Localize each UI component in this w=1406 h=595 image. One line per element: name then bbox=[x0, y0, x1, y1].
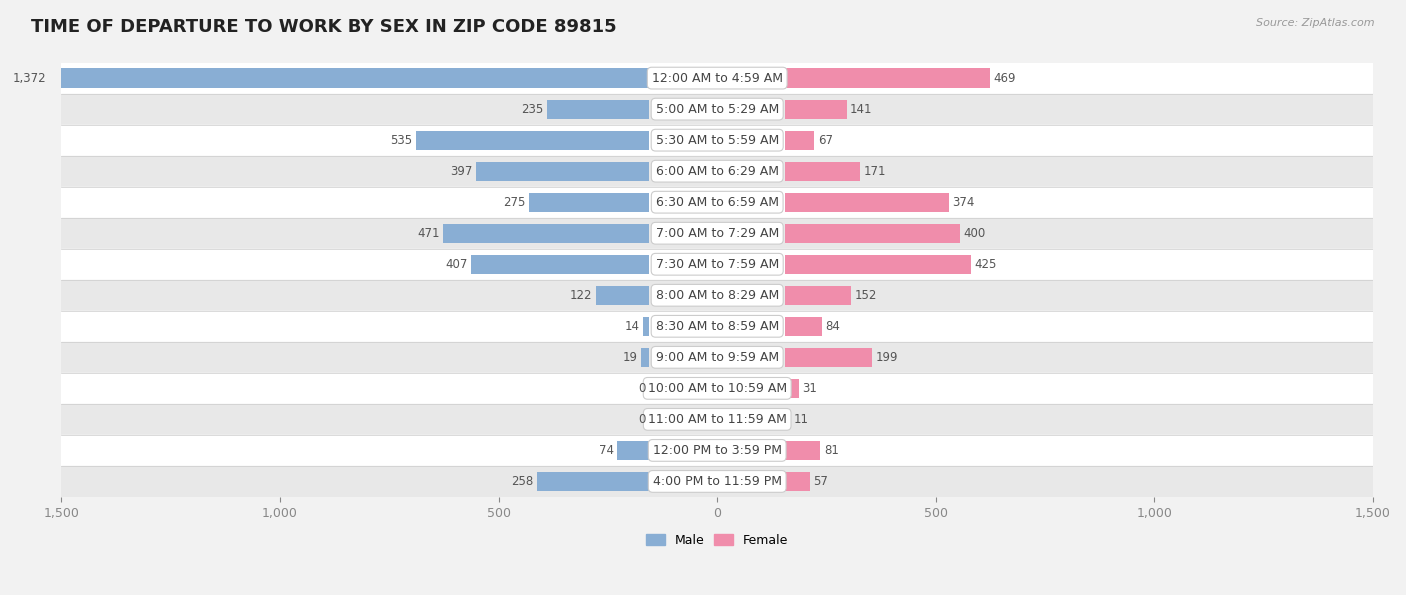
Text: 275: 275 bbox=[503, 196, 526, 209]
Text: TIME OF DEPARTURE TO WORK BY SEX IN ZIP CODE 89815: TIME OF DEPARTURE TO WORK BY SEX IN ZIP … bbox=[31, 18, 617, 36]
Text: 235: 235 bbox=[522, 102, 543, 115]
Bar bbox=[785, 317, 821, 336]
Bar bbox=[785, 193, 949, 212]
Text: 31: 31 bbox=[801, 382, 817, 395]
Bar bbox=[529, 193, 650, 212]
Bar bbox=[62, 342, 1374, 373]
Text: 374: 374 bbox=[952, 196, 974, 209]
Bar bbox=[443, 224, 650, 243]
Bar bbox=[785, 379, 799, 398]
Bar bbox=[62, 62, 1374, 93]
Legend: Male, Female: Male, Female bbox=[645, 534, 789, 547]
Text: 5:00 AM to 5:29 AM: 5:00 AM to 5:29 AM bbox=[655, 102, 779, 115]
Text: 7:30 AM to 7:59 AM: 7:30 AM to 7:59 AM bbox=[655, 258, 779, 271]
Text: 10:00 AM to 10:59 AM: 10:00 AM to 10:59 AM bbox=[648, 382, 787, 395]
Text: 74: 74 bbox=[599, 444, 613, 457]
Text: 11:00 AM to 11:59 AM: 11:00 AM to 11:59 AM bbox=[648, 413, 786, 426]
Bar bbox=[62, 311, 1374, 342]
Text: 6:00 AM to 6:29 AM: 6:00 AM to 6:29 AM bbox=[655, 165, 779, 178]
Text: 12:00 PM to 3:59 PM: 12:00 PM to 3:59 PM bbox=[652, 444, 782, 457]
Bar bbox=[785, 286, 852, 305]
Text: 81: 81 bbox=[824, 444, 839, 457]
Bar bbox=[785, 441, 820, 460]
Bar bbox=[785, 410, 790, 429]
Text: 5:30 AM to 5:59 AM: 5:30 AM to 5:59 AM bbox=[655, 134, 779, 146]
Bar bbox=[471, 255, 650, 274]
Text: 57: 57 bbox=[814, 475, 828, 488]
Bar bbox=[416, 130, 650, 150]
Text: 67: 67 bbox=[818, 134, 832, 146]
Text: 199: 199 bbox=[876, 351, 898, 364]
Text: 7:00 AM to 7:29 AM: 7:00 AM to 7:29 AM bbox=[655, 227, 779, 240]
Bar bbox=[62, 124, 1374, 156]
Bar bbox=[617, 441, 650, 460]
Bar bbox=[62, 187, 1374, 218]
Bar bbox=[62, 373, 1374, 404]
Text: 19: 19 bbox=[623, 351, 638, 364]
Bar bbox=[62, 218, 1374, 249]
Text: 11: 11 bbox=[793, 413, 808, 426]
Bar bbox=[641, 347, 650, 367]
Bar bbox=[62, 249, 1374, 280]
Text: 258: 258 bbox=[510, 475, 533, 488]
Text: 122: 122 bbox=[569, 289, 592, 302]
Bar bbox=[62, 404, 1374, 435]
Text: 425: 425 bbox=[974, 258, 997, 271]
Bar bbox=[537, 472, 650, 491]
Text: 400: 400 bbox=[963, 227, 986, 240]
Text: 6:30 AM to 6:59 AM: 6:30 AM to 6:59 AM bbox=[655, 196, 779, 209]
Bar bbox=[49, 68, 650, 87]
Bar bbox=[596, 286, 650, 305]
Text: 0: 0 bbox=[638, 382, 645, 395]
Text: 141: 141 bbox=[851, 102, 873, 115]
Bar bbox=[785, 255, 970, 274]
Text: 1,372: 1,372 bbox=[13, 71, 46, 84]
Bar bbox=[62, 156, 1374, 187]
Bar bbox=[785, 472, 810, 491]
Text: Source: ZipAtlas.com: Source: ZipAtlas.com bbox=[1257, 18, 1375, 28]
Bar bbox=[62, 435, 1374, 466]
Text: 397: 397 bbox=[450, 165, 472, 178]
Bar bbox=[785, 68, 990, 87]
Bar bbox=[475, 162, 650, 181]
Text: 407: 407 bbox=[446, 258, 468, 271]
Text: 8:00 AM to 8:29 AM: 8:00 AM to 8:29 AM bbox=[655, 289, 779, 302]
Text: 469: 469 bbox=[994, 71, 1017, 84]
Bar bbox=[785, 162, 859, 181]
Text: 14: 14 bbox=[624, 320, 640, 333]
Bar bbox=[785, 224, 960, 243]
Text: 0: 0 bbox=[638, 413, 645, 426]
Text: 8:30 AM to 8:59 AM: 8:30 AM to 8:59 AM bbox=[655, 320, 779, 333]
Bar bbox=[62, 280, 1374, 311]
Bar bbox=[785, 130, 814, 150]
Text: 152: 152 bbox=[855, 289, 877, 302]
Bar bbox=[785, 99, 846, 119]
Bar bbox=[547, 99, 650, 119]
Bar bbox=[62, 93, 1374, 124]
Bar bbox=[644, 317, 650, 336]
Text: 12:00 AM to 4:59 AM: 12:00 AM to 4:59 AM bbox=[652, 71, 783, 84]
Text: 9:00 AM to 9:59 AM: 9:00 AM to 9:59 AM bbox=[655, 351, 779, 364]
Text: 4:00 PM to 11:59 PM: 4:00 PM to 11:59 PM bbox=[652, 475, 782, 488]
Text: 471: 471 bbox=[418, 227, 440, 240]
Text: 535: 535 bbox=[389, 134, 412, 146]
Text: 171: 171 bbox=[863, 165, 886, 178]
Text: 84: 84 bbox=[825, 320, 839, 333]
Bar bbox=[62, 466, 1374, 497]
Bar bbox=[785, 347, 872, 367]
